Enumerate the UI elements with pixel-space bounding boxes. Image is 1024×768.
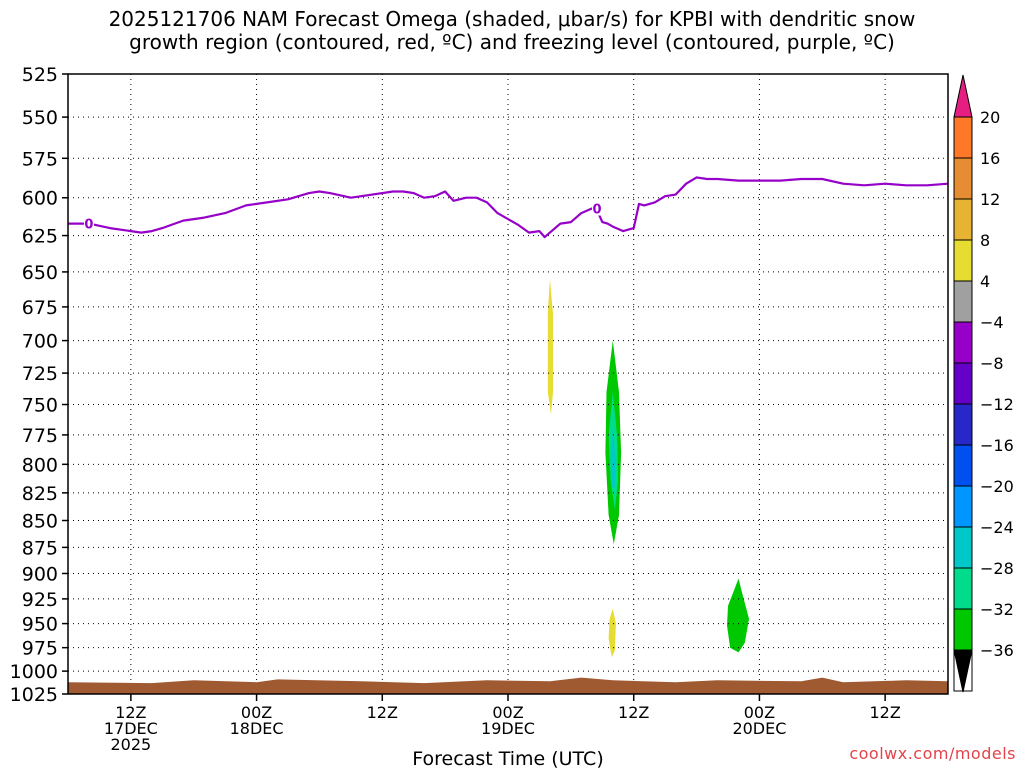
- y-tick-label-16: 925: [22, 589, 58, 611]
- omega-area-0: [547, 279, 553, 415]
- title-line-2: growth region (contoured, red, ºC) and f…: [129, 30, 895, 54]
- x-tick-label-5-1: 20DEC: [732, 719, 786, 738]
- y-tick-label-1: 550: [22, 107, 58, 129]
- colorbar-swatch-12: [953, 567, 973, 610]
- colorbar-swatch-8: [953, 403, 973, 446]
- colorbar-swatch-4: [953, 239, 973, 282]
- colorbar-top-arrow: [953, 74, 973, 118]
- y-tick-label-0: 525: [22, 64, 58, 86]
- y-tick-label-3: 600: [22, 188, 58, 210]
- y-tick-label-6: 675: [22, 297, 58, 319]
- colorbar-label-13: −36: [980, 641, 1014, 660]
- y-tick-label-17: 950: [22, 614, 58, 636]
- x-axis-label: Forecast Time (UTC): [412, 748, 603, 768]
- colorbar-label-8: −16: [980, 436, 1014, 455]
- omega-area-4: [608, 608, 616, 658]
- freezing-level-line: [68, 176, 949, 239]
- x-tick-label-4-0: 12Z: [618, 703, 649, 722]
- colorbar-swatch-11: [953, 526, 973, 569]
- colorbar-label-10: −24: [980, 518, 1014, 537]
- colorbar: 20 16 12 8 4 −4 −8 −12 −16 −20 −24 −28 −32 −36: [953, 74, 1014, 693]
- x-tick-label-2-0: 12Z: [367, 703, 398, 722]
- grid-layer: [68, 74, 948, 694]
- colorbar-label-2: 12: [980, 190, 1000, 209]
- colorbar-swatch-7: [953, 362, 973, 405]
- x-tick-label-0-1: 17DEC: [104, 719, 158, 738]
- y-tick-label-10: 775: [22, 425, 58, 447]
- x-tick-label-1-0: 00Z: [241, 703, 272, 722]
- colorbar-label-9: −20: [980, 477, 1014, 496]
- colorbar-label-5: −4: [980, 313, 1004, 332]
- freezing-level-label-1: 0: [593, 202, 602, 217]
- omega-area-5: [727, 578, 749, 653]
- x-tick-label-5-0: 00Z: [744, 703, 775, 722]
- colorbar-label-11: −28: [980, 559, 1014, 578]
- x-tick-label-3-1: 19DEC: [481, 719, 535, 738]
- y-tick-label-12: 825: [22, 483, 58, 505]
- y-tick-label-8: 725: [22, 363, 58, 385]
- colorbar-swatch-1: [953, 116, 973, 159]
- colorbar-swatch-6: [953, 321, 973, 364]
- y-tick-label-11: 800: [22, 454, 58, 476]
- y-tick-label-18: 975: [22, 638, 58, 660]
- freezing-label-bg-0: [83, 216, 94, 231]
- freezing-label-bg-1: [592, 201, 603, 216]
- colorbar-label-0: 20: [980, 108, 1000, 127]
- colorbar-swatch-10: [953, 485, 973, 528]
- x-tick-label-6-0: 12Z: [869, 703, 900, 722]
- x-tick-label-0-2: 2025: [110, 735, 151, 754]
- site-credit: coolwx.com/models: [849, 744, 1016, 763]
- x-tick-label-1-1: 18DEC: [230, 719, 284, 738]
- x-tick-label-0-0: 12Z: [115, 703, 146, 722]
- colorbar-label-3: 8: [980, 231, 990, 250]
- omega-area-3: [610, 428, 616, 488]
- omega-shading-layer: [547, 279, 749, 658]
- y-tick-label-9: 750: [22, 395, 58, 417]
- freezing-level-label-0: 0: [84, 218, 93, 233]
- y-tick-label-7: 700: [22, 331, 58, 353]
- terrain-layer: [68, 677, 948, 694]
- terrain-ground: [68, 677, 948, 694]
- colorbar-label-1: 16: [980, 149, 1000, 168]
- colorbar-swatch-3: [953, 198, 973, 241]
- y-tick-label-14: 875: [22, 537, 58, 559]
- y-tick-label-20: 1025: [10, 684, 58, 706]
- colorbar-swatch-2: [953, 157, 973, 200]
- colorbar-label-4: 4: [980, 272, 990, 291]
- colorbar-label-6: −8: [980, 354, 1004, 373]
- title-line-1: 2025121706 NAM Forecast Omega (shaded, μ…: [108, 7, 916, 31]
- chart-title: 2025121706 NAM Forecast Omega (shaded, μ…: [0, 8, 1024, 54]
- colorbar-swatch-13: [953, 608, 973, 651]
- colorbar-swatch-9: [953, 444, 973, 487]
- colorbar-label-12: −32: [980, 600, 1014, 619]
- colorbar-swatch-5: [953, 280, 973, 323]
- y-tick-label-2: 575: [22, 148, 58, 170]
- y-axis: 525 550 575 600 625 650 675 700 725 750 775 800 825 8…: [10, 64, 68, 706]
- freezing-level-layer: 00: [68, 176, 949, 239]
- colorbar-bottom-arrow: [953, 649, 973, 693]
- x-tick-label-3-0: 00Z: [492, 703, 523, 722]
- y-tick-label-13: 850: [22, 511, 58, 533]
- y-tick-label-4: 625: [22, 226, 58, 248]
- y-tick-label-5: 650: [22, 262, 58, 284]
- colorbar-label-7: −12: [980, 395, 1014, 414]
- y-tick-label-15: 900: [22, 563, 58, 585]
- y-tick-label-19: 1000: [10, 661, 58, 683]
